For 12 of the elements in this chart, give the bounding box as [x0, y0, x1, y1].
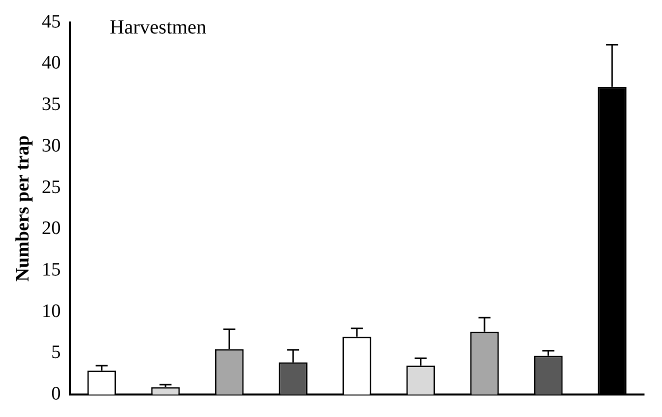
y-tick-label: 20: [42, 218, 61, 240]
y-tick-label: 35: [42, 94, 61, 116]
chart-title: Harvestmen: [110, 16, 206, 39]
y-tick-label: 15: [42, 260, 61, 281]
y-tick-label: 40: [42, 52, 61, 74]
y-tick-label: 10: [42, 300, 61, 322]
y-tick-label: 5: [51, 342, 61, 364]
y-axis-title: Numbers per trap: [12, 135, 34, 282]
y-tick-label: 25: [42, 176, 61, 198]
y-tick-label: 30: [42, 135, 61, 156]
y-tick-label: 45: [42, 11, 61, 32]
y-tick-label: 0: [51, 384, 61, 405]
